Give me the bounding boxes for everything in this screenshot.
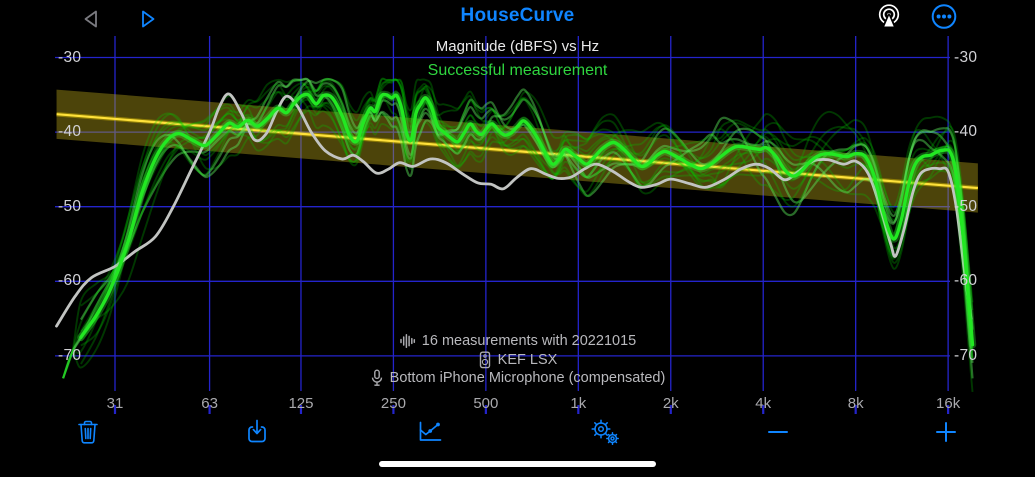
airplay-audio-icon: [878, 3, 900, 28]
app-title: HouseCurve: [460, 5, 575, 26]
x-axis-label: 250: [380, 395, 406, 412]
annotation-measurements: 16 measurements with 20221015: [399, 332, 636, 351]
x-axis-label: 1k: [570, 395, 587, 412]
y-axis-label-left: -50: [58, 197, 82, 215]
chart-annotations: 16 measurements with 20221015 KEF LSX: [0, 332, 1035, 388]
gears-icon: [591, 419, 619, 445]
waveform-icon: [399, 333, 416, 349]
trash-icon: [78, 420, 98, 444]
y-axis-label-right: -40: [954, 123, 978, 141]
x-axis-label: 16k: [936, 395, 961, 412]
annotation-microphone: Bottom iPhone Microphone (compensated): [370, 369, 666, 388]
measurement-status: Successful measurement: [427, 62, 608, 79]
ellipsis-circle-icon: [931, 3, 957, 29]
back-button[interactable]: [76, 5, 106, 33]
y-axis-label-left: -30: [58, 48, 82, 66]
import-button[interactable]: [234, 412, 280, 452]
x-axis-label: 2k: [662, 395, 679, 412]
x-axis-label: 8k: [847, 395, 864, 412]
zoom-out-button[interactable]: [755, 412, 801, 452]
grid-layer: [55, 36, 950, 414]
settings-button[interactable]: [581, 412, 627, 452]
home-indicator[interactable]: [379, 461, 656, 467]
back-chevron-icon: [84, 10, 97, 28]
y-axis-label-right: -60: [954, 272, 978, 290]
annotation-text: KEF LSX: [497, 351, 558, 368]
y-axis-label-right: -30: [954, 48, 978, 66]
measurement-curves-layer: [55, 77, 977, 392]
chart-button[interactable]: [407, 412, 453, 452]
y-axis-label-left: -60: [58, 272, 82, 290]
airplay-button[interactable]: [874, 2, 904, 30]
chart-line-icon: [419, 421, 442, 441]
import-icon: [248, 419, 266, 443]
more-button[interactable]: [929, 2, 959, 30]
annotation-text: Bottom iPhone Microphone (compensated): [389, 370, 666, 387]
plus-icon: [936, 422, 956, 442]
y-axis-label-left: -40: [58, 123, 82, 141]
y-axis-label-right: -50: [954, 197, 978, 215]
y-axis-label-left: -70: [58, 346, 82, 364]
target-curve-layer: [56, 89, 979, 213]
x-axis-label: 31: [106, 395, 124, 412]
delete-button[interactable]: [65, 412, 111, 452]
play-icon: [141, 10, 154, 28]
annotation-speaker: KEF LSX: [478, 351, 558, 370]
microphone-icon: [370, 369, 384, 387]
x-axis-label: 4k: [755, 395, 772, 412]
chart-title: Magnitude (dBFS) vs Hz: [435, 38, 600, 55]
x-axis-label: 500: [473, 395, 499, 412]
zoom-in-button[interactable]: [923, 412, 969, 452]
play-button[interactable]: [132, 5, 162, 33]
x-axis-label: 125: [288, 395, 314, 412]
y-axis-label-right: -70: [954, 346, 978, 364]
minus-icon: [768, 431, 788, 433]
annotation-text: 16 measurements with 20221015: [421, 333, 637, 350]
x-axis-label: 63: [201, 395, 218, 412]
speaker-icon: [478, 351, 492, 369]
